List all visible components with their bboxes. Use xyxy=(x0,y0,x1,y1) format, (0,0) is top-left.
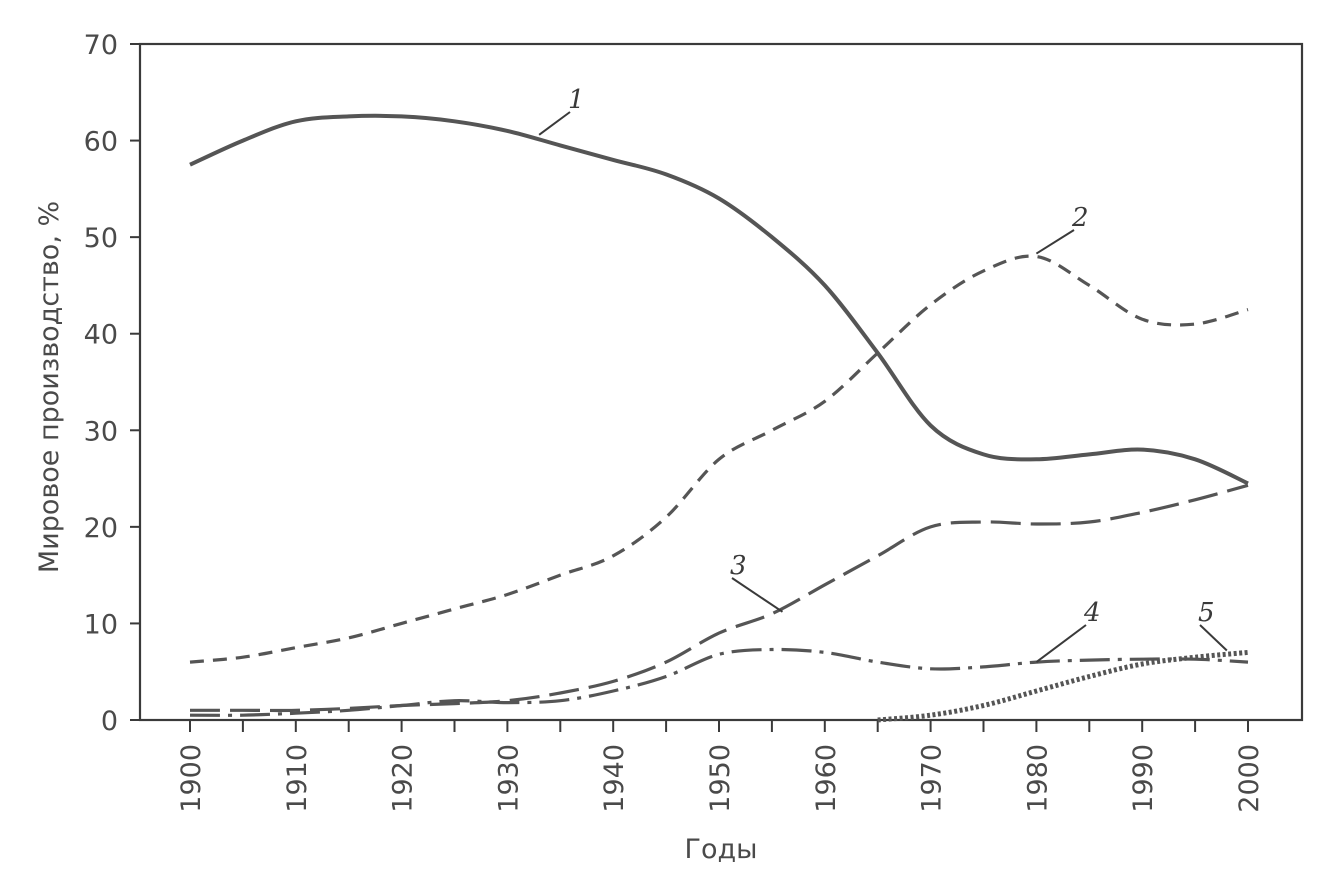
y-axis-title: Мировое производство, % xyxy=(34,201,65,573)
y-tick-label: 20 xyxy=(84,513,118,544)
x-tick-label: 1980 xyxy=(1022,744,1053,813)
series-label-2: 2 xyxy=(1071,203,1089,233)
x-tick-label: 1970 xyxy=(917,744,948,813)
series-label-leader-1 xyxy=(538,111,571,136)
series-label-4: 4 xyxy=(1083,598,1101,628)
y-tick-label: 40 xyxy=(84,320,118,351)
series-group xyxy=(189,113,1249,723)
plot-frame xyxy=(138,42,1304,722)
series-line-5 xyxy=(877,649,1249,723)
y-tick-label: 30 xyxy=(84,416,118,447)
series-label-leader-3 xyxy=(731,577,784,613)
y-tick-label: 60 xyxy=(84,127,118,158)
series-label-1: 1 xyxy=(568,85,585,115)
series-label-3: 3 xyxy=(730,551,747,581)
x-axis: 1900 1910 1920 1930 1940 1950 1960 1970 1980 1990… xyxy=(176,720,1265,813)
x-tick-label: 1900 xyxy=(176,744,207,813)
x-tick-label: 1930 xyxy=(493,744,524,813)
series-label-5: 5 xyxy=(1198,598,1215,628)
y-tick-label: 70 xyxy=(84,30,118,61)
x-tick-label: 2000 xyxy=(1234,744,1265,813)
series-labels: 1 2 3 4 5 xyxy=(538,85,1228,663)
y-tick-label: 0 xyxy=(101,706,118,737)
x-tick-label: 1920 xyxy=(388,744,419,813)
x-axis-title: Годы xyxy=(685,834,758,865)
series-label-leader-2 xyxy=(1035,229,1075,255)
x-tick-label: 1910 xyxy=(282,744,313,813)
series-line-1 xyxy=(189,113,1249,486)
x-tick-label: 1960 xyxy=(811,744,842,813)
y-tick-label: 50 xyxy=(84,223,118,254)
series-line-4 xyxy=(189,647,1249,717)
x-tick-label: 1990 xyxy=(1128,744,1159,813)
series-label-leader-5 xyxy=(1199,624,1228,652)
series-label-leader-4 xyxy=(1035,624,1087,663)
plot-border xyxy=(138,42,1304,722)
y-tick-label: 10 xyxy=(84,609,118,640)
x-tick-label: 1940 xyxy=(599,744,630,813)
y-axis: 0 10 20 30 40 50 60 70 xyxy=(84,30,140,737)
series-line-2 xyxy=(189,254,1249,664)
x-tick-label: 1950 xyxy=(705,744,736,813)
